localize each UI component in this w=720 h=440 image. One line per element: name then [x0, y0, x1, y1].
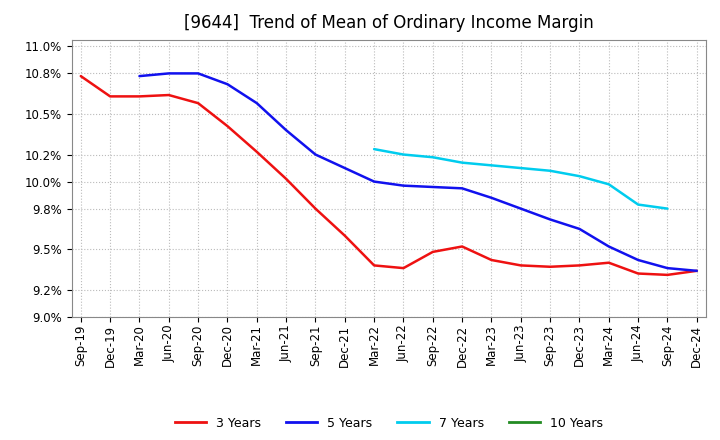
3 Years — [282, 176, 290, 182]
3 Years — [164, 92, 173, 98]
Line: 3 Years: 3 Years — [81, 76, 697, 275]
3 Years — [135, 94, 144, 99]
5 Years — [575, 226, 584, 231]
3 Years — [516, 263, 525, 268]
7 Years — [634, 202, 642, 207]
3 Years — [605, 260, 613, 265]
3 Years — [428, 249, 437, 254]
3 Years — [634, 271, 642, 276]
Title: [9644]  Trend of Mean of Ordinary Income Margin: [9644] Trend of Mean of Ordinary Income … — [184, 15, 594, 33]
3 Years — [458, 244, 467, 249]
3 Years — [575, 263, 584, 268]
3 Years — [311, 206, 320, 211]
5 Years — [487, 195, 496, 201]
7 Years — [399, 152, 408, 157]
7 Years — [428, 154, 437, 160]
Line: 7 Years: 7 Years — [374, 149, 667, 209]
7 Years — [516, 165, 525, 171]
5 Years — [311, 152, 320, 157]
5 Years — [341, 165, 349, 171]
Legend: 3 Years, 5 Years, 7 Years, 10 Years: 3 Years, 5 Years, 7 Years, 10 Years — [170, 412, 608, 435]
5 Years — [546, 217, 554, 222]
5 Years — [516, 206, 525, 211]
5 Years — [135, 73, 144, 79]
3 Years — [253, 149, 261, 154]
3 Years — [341, 233, 349, 238]
5 Years — [223, 81, 232, 87]
5 Years — [253, 100, 261, 106]
5 Years — [693, 268, 701, 274]
5 Years — [282, 128, 290, 133]
3 Years — [487, 257, 496, 263]
5 Years — [458, 186, 467, 191]
7 Years — [370, 147, 379, 152]
3 Years — [370, 263, 379, 268]
3 Years — [76, 73, 85, 79]
5 Years — [370, 179, 379, 184]
3 Years — [663, 272, 672, 278]
7 Years — [575, 173, 584, 179]
5 Years — [164, 71, 173, 76]
7 Years — [458, 160, 467, 165]
5 Years — [399, 183, 408, 188]
5 Years — [428, 184, 437, 190]
5 Years — [663, 265, 672, 271]
7 Years — [605, 182, 613, 187]
3 Years — [194, 100, 202, 106]
5 Years — [634, 257, 642, 263]
7 Years — [487, 163, 496, 168]
3 Years — [223, 124, 232, 129]
3 Years — [106, 94, 114, 99]
5 Years — [194, 71, 202, 76]
7 Years — [546, 168, 554, 173]
Line: 5 Years: 5 Years — [140, 73, 697, 271]
5 Years — [605, 244, 613, 249]
3 Years — [693, 268, 701, 274]
3 Years — [399, 265, 408, 271]
7 Years — [663, 206, 672, 211]
3 Years — [546, 264, 554, 269]
